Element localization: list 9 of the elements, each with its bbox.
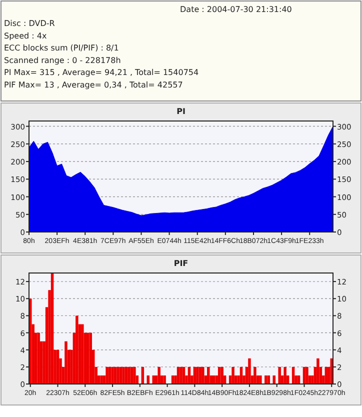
text: Date : 2004-07-30 21:31:40: [180, 5, 292, 14]
text: Scanned range : 0 - 228178h: [4, 56, 121, 65]
text: PIF Max= 13 , Average= 0,34 , Total= 42557: [4, 80, 183, 90]
text: Disc : DVD-R: [4, 19, 56, 28]
text: ECC blocks sum (PI/PIF) : 8/1: [4, 44, 119, 53]
text: Speed : 4x: [4, 31, 47, 40]
text: PI Max= 315 , Average= 94,21 , Total= 1540754: [4, 68, 199, 78]
chart-title: PI: [176, 107, 186, 116]
chart-title: PIF: [174, 259, 188, 268]
